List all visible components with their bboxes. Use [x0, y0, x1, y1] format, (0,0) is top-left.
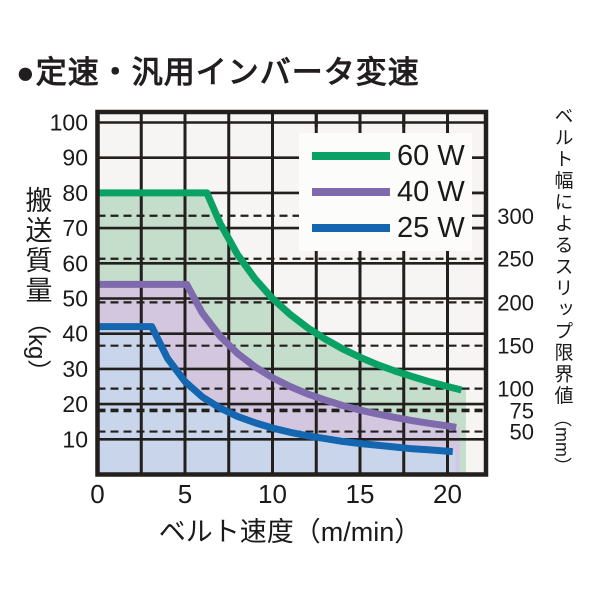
legend-swatch-40w [312, 188, 390, 196]
y-left-tick-label: 70 [62, 215, 88, 241]
y-axis-right-title-text: ベルト幅によるスリップ限界値 [551, 106, 573, 407]
y-left-tick-label: 50 [62, 286, 88, 312]
plot-frame [95, 109, 489, 477]
area-25w [97, 326, 456, 475]
y-right-tick-label: 300 [497, 204, 534, 229]
x-tick-label: 10 [258, 479, 287, 509]
curve-25w [97, 323, 453, 456]
y-axis-right-title: ベルト幅によるスリップ限界値 （mm） [542, 106, 582, 475]
y-right-tick-label: 100 [497, 377, 534, 402]
y-left-tick-label: 60 [62, 250, 88, 276]
x-tick-label: 0 [90, 479, 104, 509]
y-right-tick-label: 250 [497, 247, 534, 272]
x-tick-label: 20 [433, 479, 462, 509]
legend-swatch-60w [312, 152, 390, 160]
legend-label-60w: 60 W [397, 139, 465, 172]
legend-label-25w: 25 W [397, 211, 465, 244]
y-right-tick-label: 75 [510, 398, 534, 423]
x-axis-title: ベルト速度（m/min） [158, 517, 422, 547]
y-right-tick-label: 50 [510, 420, 534, 445]
chart-title: ●定速・汎用インバータ変速 [16, 55, 420, 90]
legend-item-25w: 25 W [299, 210, 472, 246]
x-tick-label: 15 [346, 479, 375, 509]
y-axis-right-unit: （mm） [552, 409, 572, 475]
y-left-tick-label: 100 [50, 110, 88, 136]
y-left-tick-label: 80 [62, 180, 88, 206]
y-axis-left-title: 搬送質量 （kg） [14, 186, 58, 383]
y-left-tick-label: 30 [62, 356, 88, 382]
y-left-tick-label: 10 [62, 426, 88, 452]
y-right-tick-label: 150 [497, 334, 534, 359]
y-left-tick-label: 40 [62, 321, 88, 347]
curve-40w [97, 280, 457, 431]
y-left-tick-label: 90 [62, 145, 88, 171]
curve-60w [97, 189, 463, 394]
y-axis-left-title-text: 搬送質量 [21, 186, 52, 306]
x-tick-label: 5 [178, 479, 192, 509]
y-axis-left-unit: （kg） [23, 310, 50, 384]
legend-swatch-25w [312, 224, 390, 232]
y-right-tick-label: 200 [497, 290, 534, 315]
legend-label-40w: 40 W [397, 175, 465, 208]
legend-box: 60 W 40 W 25 W [299, 133, 472, 251]
y-left-tick-label: 20 [62, 391, 88, 417]
legend-item-40w: 40 W [299, 174, 472, 210]
legend-item-60w: 60 W [299, 138, 472, 174]
